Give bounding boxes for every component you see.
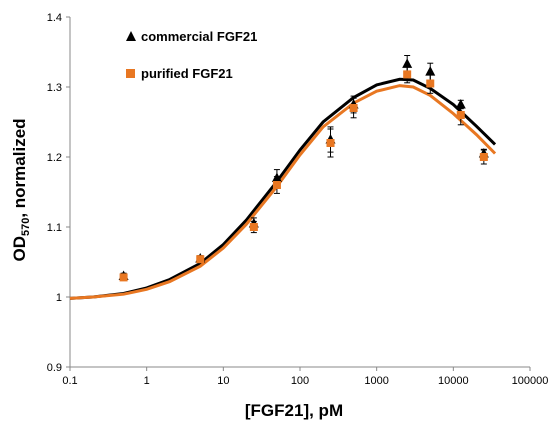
fit-curves — [69, 77, 497, 300]
x-tick-label: 100 — [291, 375, 309, 387]
data-point-purified — [349, 104, 358, 112]
axes: 0.1 1 10 100 1000 10000 100000 0.9 1 1.1 1.2 1.3 1.4 — [47, 12, 549, 387]
y-axis-title-main: OD — [10, 236, 29, 262]
data-point-purified — [403, 70, 412, 79]
data-point-purified — [119, 273, 128, 282]
data-point-purified — [456, 111, 465, 119]
fit-curve-purified — [69, 84, 497, 300]
data-point-purified — [479, 153, 488, 161]
x-tick-label: 1 — [144, 375, 150, 387]
legend-label: purified FGF21 — [141, 66, 233, 81]
y-tick-label: 1.3 — [47, 82, 62, 94]
x-tick-label: 10 — [217, 375, 229, 387]
x-tick-label: 100000 — [512, 375, 549, 387]
x-tick-label: 1000 — [364, 375, 388, 387]
legend-label: commercial FGF21 — [141, 29, 257, 44]
y-tick-label: 1.2 — [47, 152, 62, 164]
x-tick-label: 0.1 — [62, 375, 77, 387]
data-point-purified — [272, 181, 281, 189]
y-tick-label: 0.9 — [47, 362, 62, 374]
y-tick-label: 1.4 — [47, 12, 62, 24]
data-point-purified — [326, 139, 335, 147]
data-point-commercial — [455, 99, 466, 109]
y-axis-title: OD570, normalized — [10, 118, 32, 261]
data-point-purified — [426, 79, 435, 88]
y-axis-title-subscript: 570 — [20, 218, 32, 236]
legend-marker-commercial — [126, 31, 136, 41]
x-tick-label: 10000 — [438, 375, 469, 387]
legend: commercial FGF21 purified FGF21 — [126, 29, 257, 81]
data-points — [118, 55, 489, 282]
x-axis-title: [FGF21], pM — [245, 401, 343, 420]
fit-curve-commercial — [69, 77, 497, 300]
data-point-purified — [196, 255, 205, 264]
y-axis-title-rest: , normalized — [10, 118, 29, 217]
data-point-purified — [249, 223, 258, 231]
y-tick-label: 1 — [56, 292, 62, 304]
legend-marker-purified — [126, 69, 135, 78]
y-tick-label: 1.1 — [47, 222, 62, 234]
